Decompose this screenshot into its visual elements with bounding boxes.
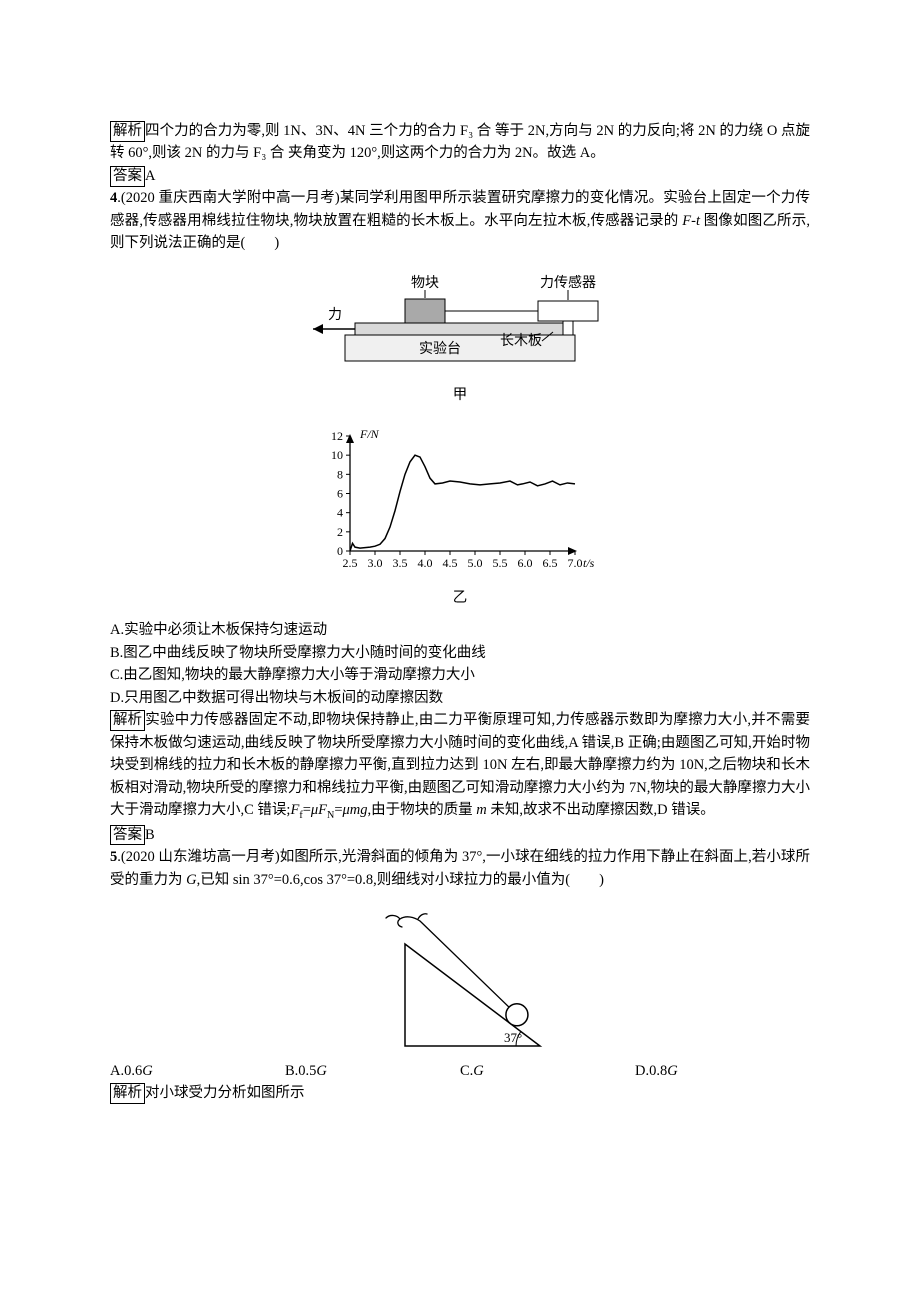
q5-option-b: B.0.5G (285, 1060, 460, 1082)
explanation-4: 解析实验中力传感器固定不动,即物块保持静止,由二力平衡原理可知,力传感器示数即为… (110, 709, 810, 824)
page: 解析四个力的合力为零,则 1N、3N、4N 三个力的合力 F₃ 合 等于 2N,… (0, 0, 920, 1165)
svg-text:10: 10 (331, 448, 343, 462)
svg-text:3.0: 3.0 (368, 556, 383, 570)
svg-text:物块: 物块 (411, 275, 439, 291)
question-4-stem: 4.(2020 重庆西南大学附中高一月考)某同学利用图甲所示装置研究摩擦力的变化… (110, 187, 810, 254)
svg-text:实验台: 实验台 (419, 341, 461, 357)
explanation-5-text: 对小球受力分析如图所示 (145, 1085, 305, 1101)
q4-option-a: A.实验中必须让木板保持匀速运动 (110, 619, 810, 641)
svg-text:12: 12 (331, 429, 343, 443)
svg-text:力传感器: 力传感器 (540, 274, 596, 291)
explanation-label: 解析 (110, 1083, 145, 1104)
svg-text:3.5: 3.5 (393, 556, 408, 570)
q5-option-c: C.G (460, 1060, 635, 1082)
svg-text:t/s: t/s (583, 556, 595, 570)
svg-text:F/N: F/N (359, 427, 380, 441)
explanation-1: 解析四个力的合力为零,则 1N、3N、4N 三个力的合力 F₃ 合 等于 2N,… (110, 120, 810, 165)
answer-4-text: B (145, 827, 155, 843)
q5-options: A.0.6G B.0.5G C.G D.0.8G (110, 1060, 810, 1082)
svg-text:5.5: 5.5 (493, 556, 508, 570)
question-5-text: .(2020 山东潍坊高一月考)如图所示,光滑斜面的倾角为 37°,一小球在细线… (110, 849, 810, 887)
diagram-jia-caption: 甲 (110, 384, 810, 406)
svg-text:5.0: 5.0 (468, 556, 483, 570)
svg-text:4.0: 4.0 (418, 556, 433, 570)
answer-1-text: A (145, 168, 155, 184)
question-4-text: .(2020 重庆西南大学附中高一月考)某同学利用图甲所示装置研究摩擦力的变化情… (110, 190, 810, 251)
q4-option-c: C.由乙图知,物块的最大静摩擦力大小等于滑动摩擦力大小 (110, 664, 810, 686)
svg-text:2: 2 (337, 525, 343, 539)
explanation-label: 解析 (110, 710, 145, 731)
q4-option-b: B.图乙中曲线反映了物块所受摩擦力大小随时间的变化曲线 (110, 642, 810, 664)
svg-text:6.5: 6.5 (543, 556, 558, 570)
q4-option-d: D.只用图乙中数据可得出物块与木板间的动摩擦因数 (110, 687, 810, 709)
svg-text:长木板: 长木板 (500, 333, 542, 349)
svg-text:8: 8 (337, 468, 343, 482)
svg-text:2.5: 2.5 (343, 556, 358, 570)
svg-text:4: 4 (337, 506, 343, 520)
q5-option-d: D.0.8G (635, 1060, 810, 1082)
svg-text:力: 力 (328, 307, 342, 323)
explanation-4-text: 实验中力传感器固定不动,即物块保持静止,由二力平衡原理可知,力传感器示数即为摩擦… (110, 712, 810, 818)
svg-text:7.0: 7.0 (568, 556, 583, 570)
answer-label: 答案 (110, 825, 145, 846)
diagram-jia: 物块 力传感器力长木板实验台 (295, 265, 625, 380)
question-5-stem: 5.(2020 山东潍坊高一月考)如图所示,光滑斜面的倾角为 37°,一小球在细… (110, 846, 810, 891)
svg-text:37°: 37° (504, 1030, 522, 1045)
q5-option-a: A.0.6G (110, 1060, 285, 1082)
answer-4: 答案B (110, 824, 810, 846)
answer-1: 答案A (110, 165, 810, 187)
diagram-incline: 37° (365, 901, 555, 1056)
svg-text:6: 6 (337, 487, 343, 501)
chart-yi-wrap: 0246810122.53.03.54.04.55.05.56.06.57.0F… (110, 424, 810, 609)
answer-label: 答案 (110, 166, 145, 187)
explanation-label: 解析 (110, 121, 145, 142)
chart-yi: 0246810122.53.03.54.04.55.05.56.06.57.0F… (305, 424, 615, 579)
explanation-5: 解析对小球受力分析如图所示 (110, 1082, 810, 1104)
explanation-1-text: 四个力的合力为零,则 1N、3N、4N 三个力的合力 F₃ 合 等于 2N,方向… (110, 123, 810, 161)
svg-text:4.5: 4.5 (443, 556, 458, 570)
svg-text:6.0: 6.0 (518, 556, 533, 570)
chart-yi-caption: 乙 (110, 587, 810, 609)
